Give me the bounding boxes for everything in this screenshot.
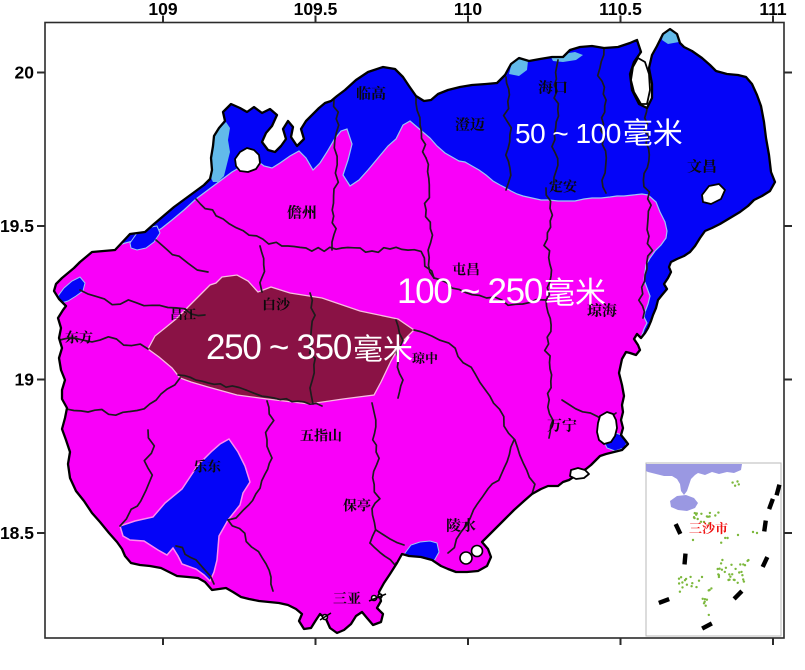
svg-text:109: 109 (148, 0, 177, 19)
svg-text:250 ~ 350: 250 ~ 350 (206, 328, 352, 367)
svg-text:19: 19 (15, 370, 35, 390)
svg-text:19.5: 19.5 (0, 216, 34, 236)
svg-text:100 ~ 250: 100 ~ 250 (397, 272, 543, 311)
svg-text:18.5: 18.5 (0, 523, 34, 543)
svg-text:109.5: 109.5 (294, 0, 338, 19)
svg-text:20: 20 (15, 63, 35, 83)
svg-text:110.5: 110.5 (599, 0, 642, 19)
svg-text:111: 111 (759, 0, 787, 19)
svg-text:50 ~ 100: 50 ~ 100 (515, 118, 621, 149)
svg-text:110: 110 (454, 0, 482, 19)
